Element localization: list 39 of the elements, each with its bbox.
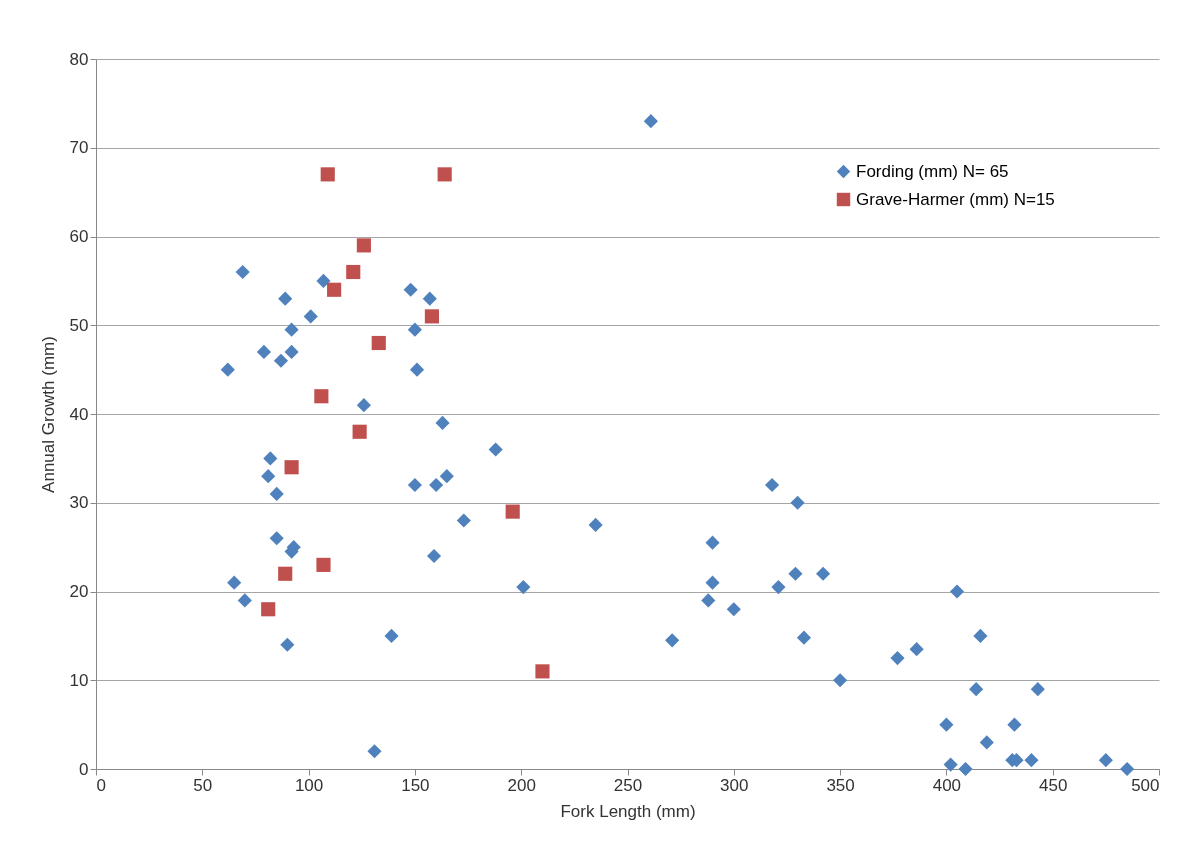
y-tick-label: 40: [69, 404, 89, 424]
x-tick-label: 200: [507, 775, 536, 795]
y-tick-label: 0: [79, 759, 89, 779]
y-tick-label: 80: [69, 49, 89, 69]
point: [424, 309, 439, 324]
point: [352, 424, 367, 439]
x-tick-label: 50: [193, 775, 213, 795]
point: [316, 557, 331, 572]
point: [278, 566, 293, 581]
y-tick-label: 50: [69, 315, 89, 335]
x-tick-label: 450: [1039, 775, 1068, 795]
x-tick-label: 150: [401, 775, 430, 795]
y-axis-title: Annual Growth (mm): [38, 336, 58, 493]
y-tick-label: 60: [69, 227, 89, 246]
y-tick-label: 10: [69, 670, 89, 690]
point: [284, 460, 299, 475]
point: [346, 264, 361, 280]
point: [356, 238, 371, 253]
y-tick-label: 20: [69, 582, 89, 601]
x-tick-label: 300: [720, 775, 749, 795]
x-tick-label: 0: [96, 775, 106, 795]
x-axis-title: Fork Length (mm): [560, 801, 696, 821]
point: [320, 167, 335, 182]
x-tick-label: 250: [613, 775, 643, 795]
y-tick-label: 30: [69, 493, 89, 513]
x-tick-label: 400: [932, 775, 962, 795]
point: [261, 602, 276, 617]
point: [314, 389, 329, 404]
point: [437, 167, 452, 182]
x-tick-label: 350: [826, 775, 855, 795]
point: [535, 664, 550, 679]
x-tick-label: 100: [294, 775, 324, 795]
x-tick-label: 500: [1131, 775, 1160, 795]
point: [327, 282, 342, 297]
legend-label: Grave-Harmer (mm) N=15: [856, 189, 1055, 209]
legend-label: Fording (mm) N= 65: [856, 161, 1009, 181]
y-tick-label: 70: [69, 138, 89, 158]
point: [371, 335, 386, 351]
point: [505, 504, 520, 519]
